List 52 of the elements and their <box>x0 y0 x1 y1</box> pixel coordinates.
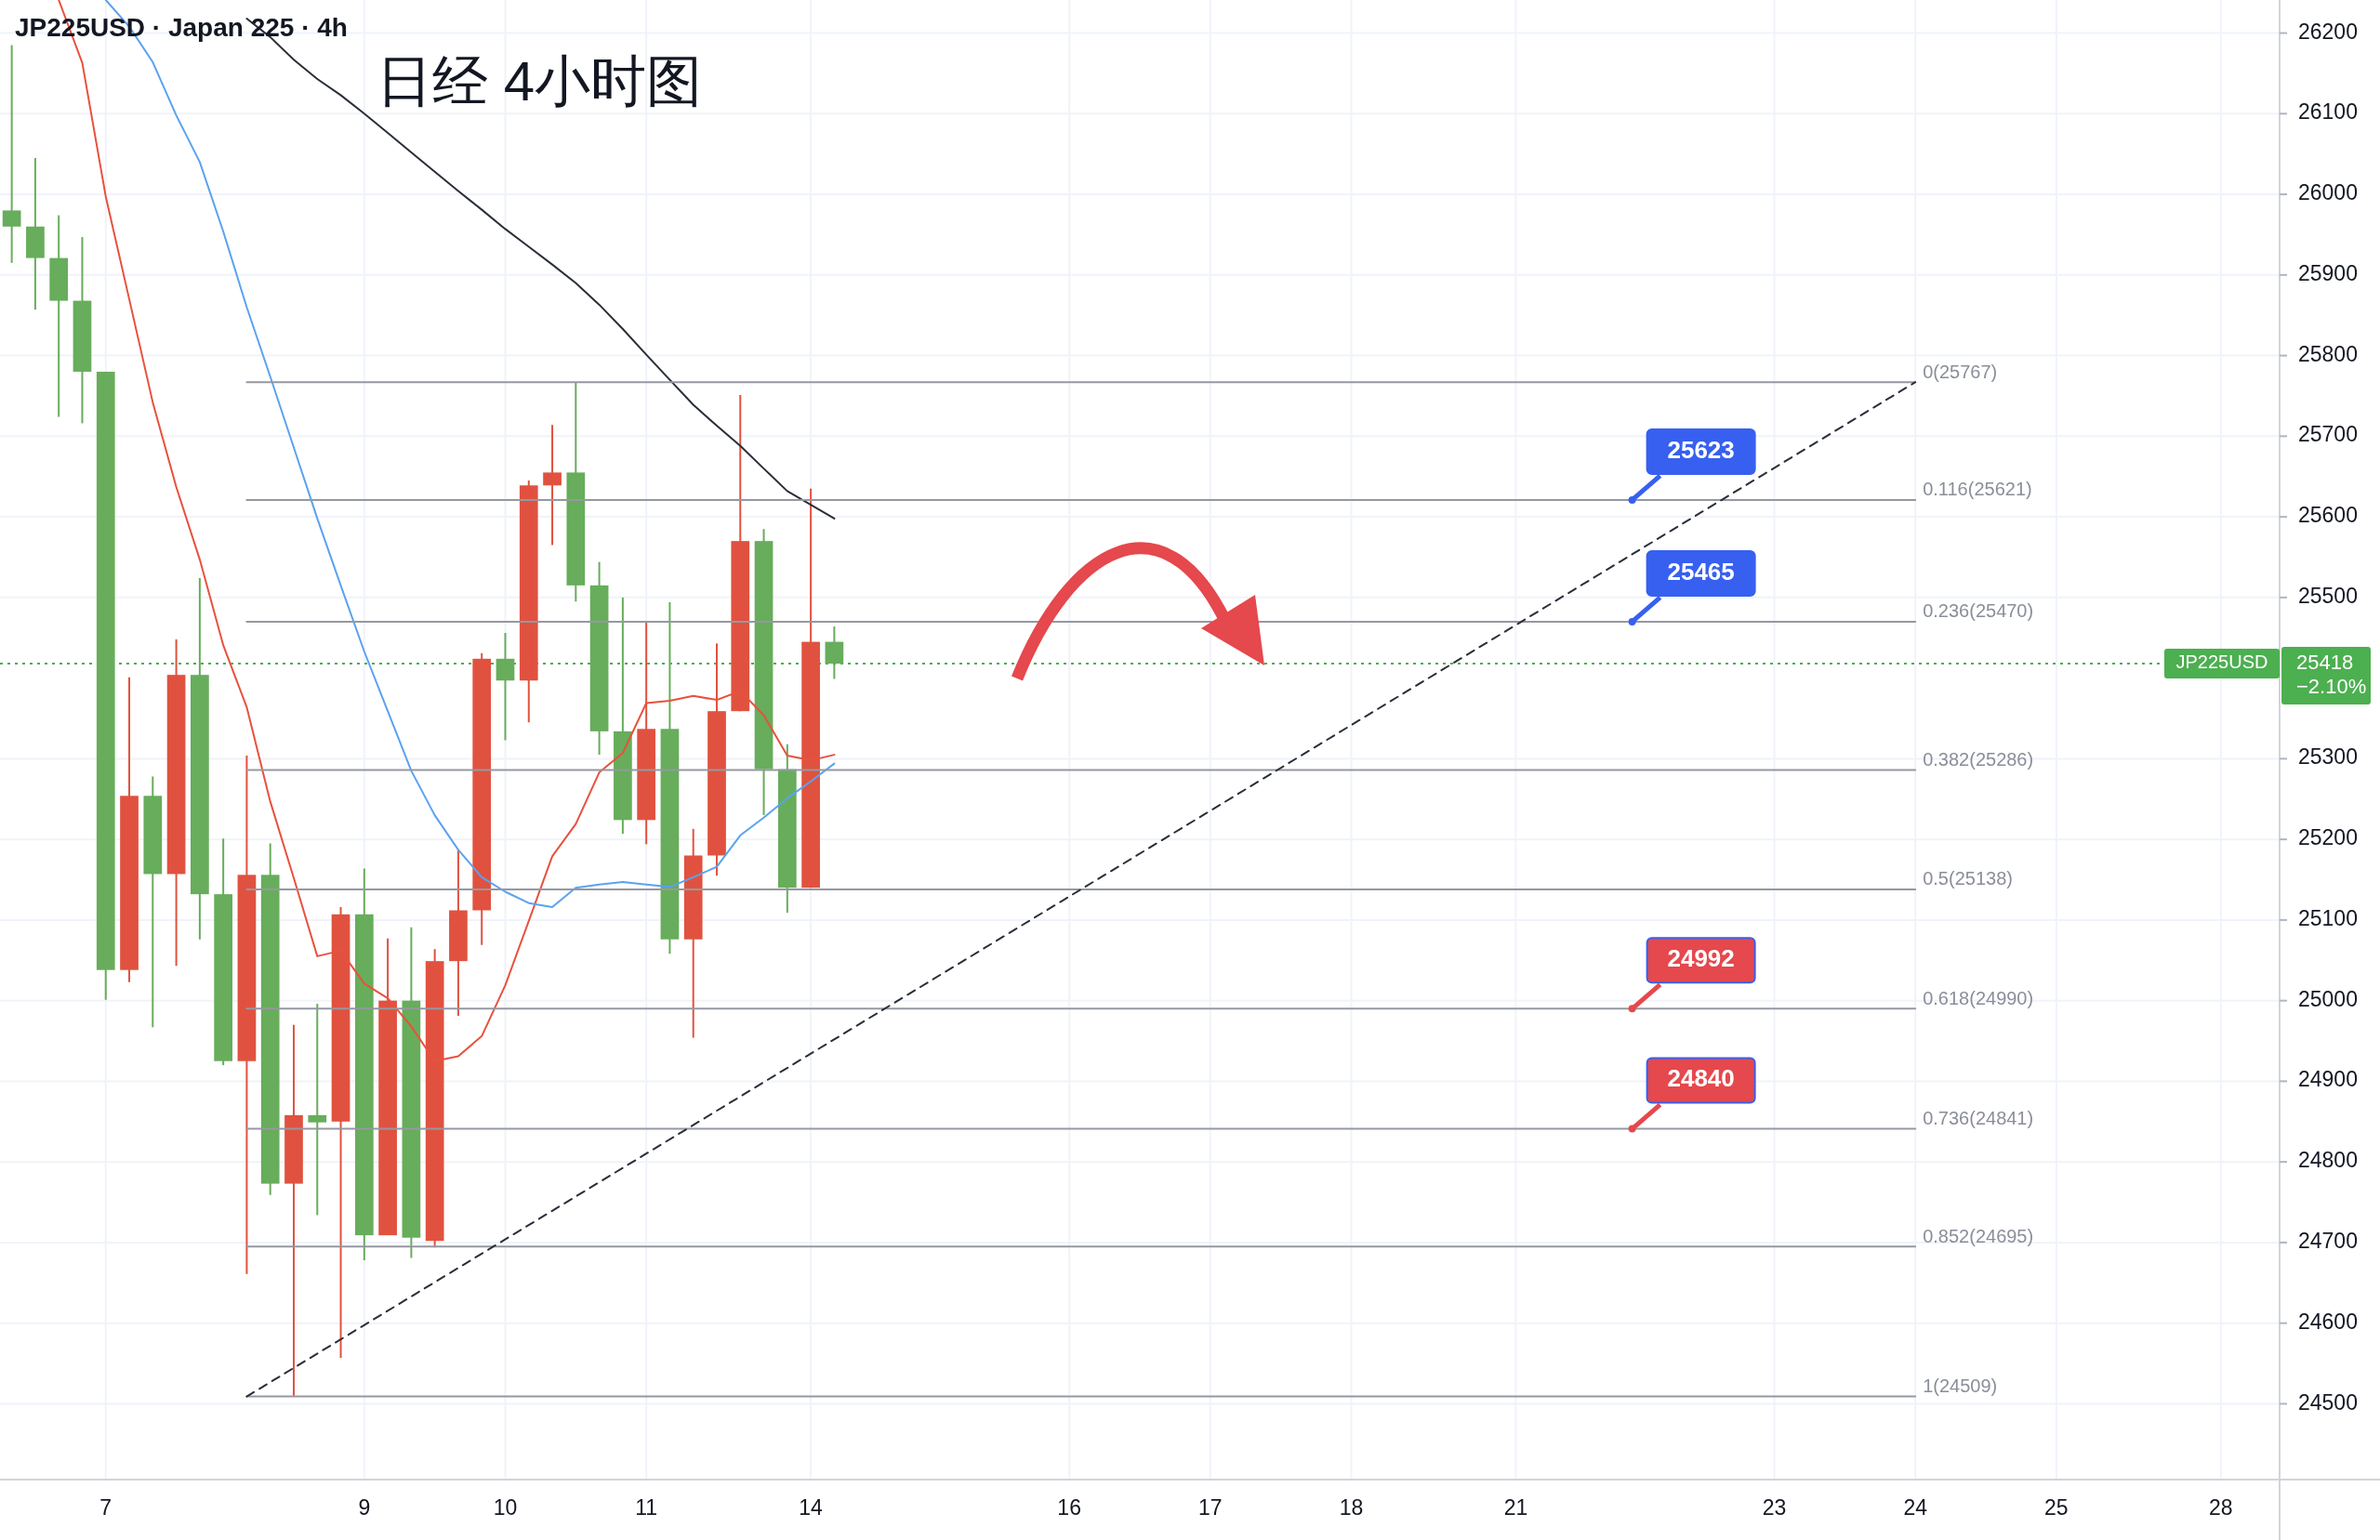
y-tick-label: 24600 <box>2298 1309 2358 1334</box>
price-label: 24992 <box>1628 937 1756 1013</box>
y-tick-label: 25100 <box>2298 906 2358 930</box>
y-tick-label: 26200 <box>2298 19 2358 44</box>
series-name: 0.382(25286) <box>1923 748 2034 770</box>
x-tick-label: 24 <box>1903 1495 1927 1520</box>
y-tick-label: 25200 <box>2298 825 2358 850</box>
annotation: 25418 <box>2296 650 2354 674</box>
x-tick-label: 23 <box>1762 1495 1787 1520</box>
annotation: −2.10% <box>2296 674 2367 698</box>
y-tick-label: 24700 <box>2298 1229 2358 1253</box>
series-name: 0.116(25621) <box>1923 479 2032 500</box>
y-tick-label: 25500 <box>2298 583 2358 608</box>
x-tick-label: 17 <box>1198 1495 1223 1520</box>
title: 日经 4小时图 <box>377 49 703 112</box>
series-name: 0(25767) <box>1923 361 1998 382</box>
y-tick-label: 24500 <box>2298 1389 2358 1415</box>
x-tick-label: 28 <box>2209 1495 2233 1520</box>
x-tick-label: 14 <box>799 1495 823 1520</box>
x-tick-label: 7 <box>99 1495 112 1520</box>
series-name: 0.236(25470) <box>1923 600 2034 622</box>
ref-line-label: JP225USD <box>2175 652 2268 673</box>
y-tick-label: 25800 <box>2298 341 2358 366</box>
price-label: 25623 <box>1628 428 1756 504</box>
y-tick-label: 26100 <box>2298 99 2358 125</box>
x-tick-label: 11 <box>635 1495 658 1520</box>
x-tick-label: 25 <box>2044 1495 2069 1520</box>
x-tick-label: 16 <box>1057 1495 1081 1520</box>
x-tick-label: 10 <box>493 1495 518 1520</box>
annotation: 24992 <box>1667 944 1735 973</box>
y-tick-label: 25900 <box>2298 260 2358 285</box>
price-label: 24840 <box>1628 1057 1756 1133</box>
x-tick-label: 9 <box>358 1495 371 1520</box>
x-tick-label: 21 <box>1503 1495 1528 1520</box>
series-name: 0.5(25138) <box>1923 868 2013 889</box>
y-tick-label: 25000 <box>2298 986 2358 1011</box>
y-tick-label: 24900 <box>2298 1067 2358 1092</box>
series-name: 0.736(24841) <box>1923 1107 2034 1128</box>
y-tick-label: 25600 <box>2298 503 2358 528</box>
ref-line-label: JP225USD 25418 −2.10% <box>2164 647 2371 704</box>
series-name: 1(24509) <box>1923 1375 1998 1396</box>
series-name: 0.618(24990) <box>1923 987 2034 1008</box>
y-tick-label: 26000 <box>2298 180 2358 205</box>
x-tick-label: 18 <box>1339 1495 1364 1520</box>
annotation: 25623 <box>1667 435 1735 464</box>
price-label: 25465 <box>1628 549 1756 625</box>
y-tick-label: 24800 <box>2298 1148 2358 1173</box>
y-tick-label: 25300 <box>2298 744 2358 770</box>
annotation: 25465 <box>1667 557 1735 586</box>
series-name: 0.852(24695) <box>1923 1225 2034 1246</box>
annotation: 24840 <box>1667 1064 1735 1093</box>
y-tick-label: 25700 <box>2298 422 2358 447</box>
